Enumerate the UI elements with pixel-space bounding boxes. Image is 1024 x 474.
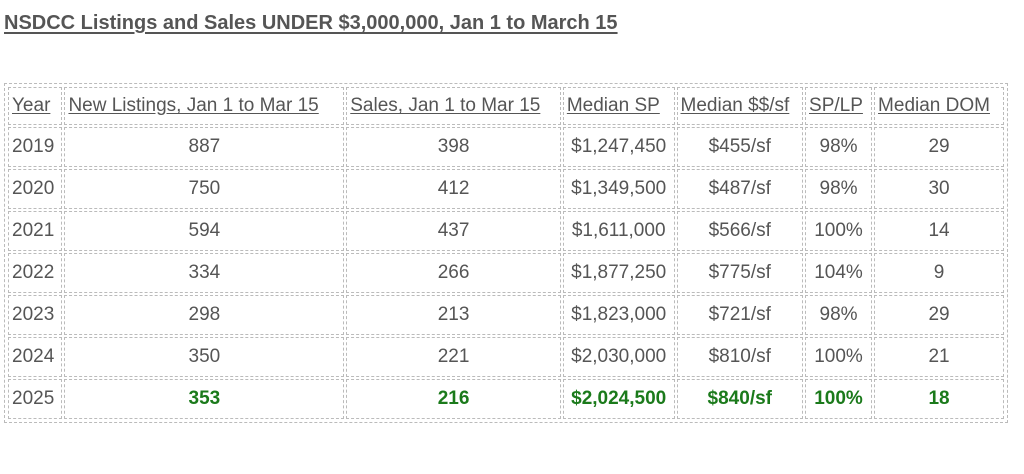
cell-median-sp: $1,349,500 (562, 169, 675, 209)
table-row: 2021 594 437 $1,611,000 $566/sf 100% 14 (8, 211, 1004, 251)
cell-new-listings: 594 (64, 211, 345, 251)
cell-sp-lp: 98% (805, 295, 873, 335)
cell-new-listings: 750 (64, 169, 345, 209)
cell-median-dom: 21 (874, 337, 1004, 377)
cell-median-ppsf: $810/sf (676, 337, 804, 377)
cell-median-sp: $1,247,450 (562, 127, 675, 167)
cell-new-listings: 334 (64, 253, 345, 293)
cell-new-listings: 887 (64, 127, 345, 167)
listings-sales-table-container: Year New Listings, Jan 1 to Mar 15 Sales… (4, 83, 1008, 423)
cell-median-dom: 18 (874, 379, 1004, 419)
table-row: 2019 887 398 $1,247,450 $455/sf 98% 29 (8, 127, 1004, 167)
cell-sp-lp: 104% (805, 253, 873, 293)
table-row: 2023 298 213 $1,823,000 $721/sf 98% 29 (8, 295, 1004, 335)
cell-sp-lp: 98% (805, 127, 873, 167)
table-row: 2020 750 412 $1,349,500 $487/sf 98% 30 (8, 169, 1004, 209)
header-year: Year (8, 87, 63, 125)
cell-median-sp: $1,877,250 (562, 253, 675, 293)
cell-median-sp: $1,611,000 (562, 211, 675, 251)
cell-sp-lp: 100% (805, 379, 873, 419)
cell-year: 2022 (8, 253, 63, 293)
cell-median-ppsf: $455/sf (676, 127, 804, 167)
table-row-highlight: 2025 353 216 $2,024,500 $840/sf 100% 18 (8, 379, 1004, 419)
cell-sales: 266 (346, 253, 561, 293)
cell-median-ppsf: $840/sf (676, 379, 804, 419)
cell-median-dom: 30 (874, 169, 1004, 209)
cell-year: 2021 (8, 211, 63, 251)
header-median-dom: Median DOM (874, 87, 1004, 125)
table-header-row: Year New Listings, Jan 1 to Mar 15 Sales… (8, 87, 1004, 125)
cell-median-ppsf: $775/sf (676, 253, 804, 293)
header-sales: Sales, Jan 1 to Mar 15 (346, 87, 561, 125)
listings-sales-table: Year New Listings, Jan 1 to Mar 15 Sales… (6, 85, 1006, 421)
cell-year: 2019 (8, 127, 63, 167)
header-sp-lp: SP/LP (805, 87, 873, 125)
cell-new-listings: 353 (64, 379, 345, 419)
cell-sales: 216 (346, 379, 561, 419)
cell-year: 2023 (8, 295, 63, 335)
header-median-ppsf: Median $$/sf (676, 87, 804, 125)
header-new-listings: New Listings, Jan 1 to Mar 15 (64, 87, 345, 125)
cell-median-sp: $1,823,000 (562, 295, 675, 335)
cell-median-dom: 29 (874, 295, 1004, 335)
cell-median-ppsf: $487/sf (676, 169, 804, 209)
cell-year: 2025 (8, 379, 63, 419)
cell-year: 2020 (8, 169, 63, 209)
cell-median-dom: 9 (874, 253, 1004, 293)
cell-sales: 412 (346, 169, 561, 209)
page-title: NSDCC Listings and Sales UNDER $3,000,00… (4, 12, 618, 34)
cell-new-listings: 298 (64, 295, 345, 335)
cell-sales: 221 (346, 337, 561, 377)
cell-median-ppsf: $721/sf (676, 295, 804, 335)
cell-new-listings: 350 (64, 337, 345, 377)
cell-sales: 213 (346, 295, 561, 335)
cell-sp-lp: 100% (805, 211, 873, 251)
table-row: 2024 350 221 $2,030,000 $810/sf 100% 21 (8, 337, 1004, 377)
cell-median-sp: $2,030,000 (562, 337, 675, 377)
cell-median-sp: $2,024,500 (562, 379, 675, 419)
header-median-sp: Median SP (562, 87, 675, 125)
cell-median-ppsf: $566/sf (676, 211, 804, 251)
cell-sp-lp: 98% (805, 169, 873, 209)
cell-year: 2024 (8, 337, 63, 377)
cell-median-dom: 29 (874, 127, 1004, 167)
cell-sales: 437 (346, 211, 561, 251)
table-row: 2022 334 266 $1,877,250 $775/sf 104% 9 (8, 253, 1004, 293)
cell-sales: 398 (346, 127, 561, 167)
cell-median-dom: 14 (874, 211, 1004, 251)
cell-sp-lp: 100% (805, 337, 873, 377)
